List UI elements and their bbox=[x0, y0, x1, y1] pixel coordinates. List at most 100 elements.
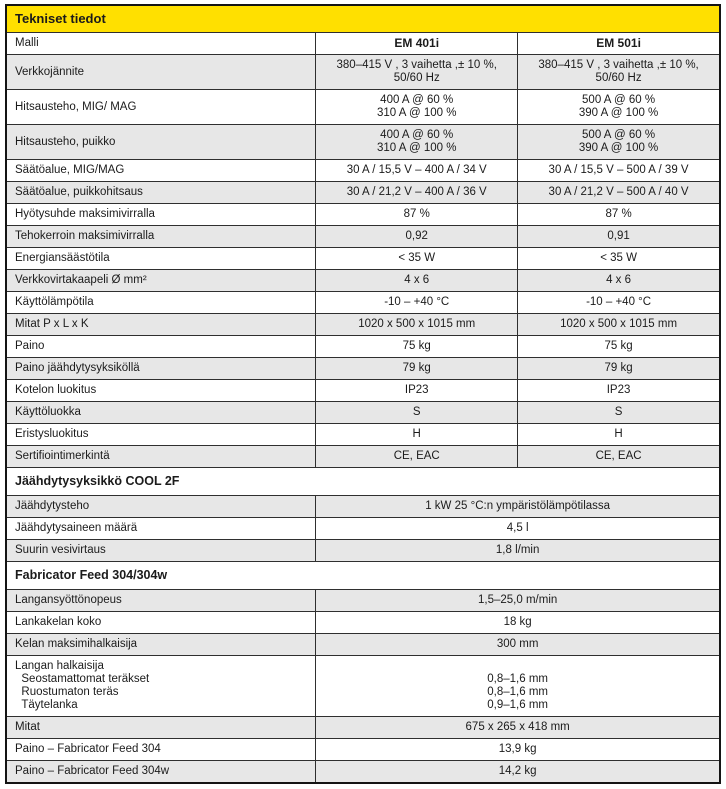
spec-value: 500 A @ 60 % 390 A @ 100 % bbox=[517, 90, 719, 124]
spec-row: Eristysluokitus H H bbox=[7, 423, 719, 445]
spec-row: Paino 75 kg 75 kg bbox=[7, 335, 719, 357]
spec-value: 87 % bbox=[315, 204, 517, 225]
spec-label: Mitat P x L x K bbox=[15, 318, 89, 330]
spec-value: S bbox=[517, 402, 719, 423]
spec-label: Kotelon luokitus bbox=[15, 384, 97, 396]
spec-value: 1 kW 25 °C:n ympäristölämpötilassa bbox=[315, 496, 719, 517]
spec-row: Säätöalue, MIG/MAG 30 A / 15,5 V – 400 A … bbox=[7, 159, 719, 181]
spec-value: 4,5 l bbox=[315, 518, 719, 539]
spec-label: Hyötysuhde maksimivirralla bbox=[15, 208, 155, 220]
spec-label: Käyttölämpötila bbox=[15, 296, 94, 308]
spec-value: 4 x 6 bbox=[315, 270, 517, 291]
spec-value: 79 kg bbox=[517, 358, 719, 379]
spec-value: S bbox=[315, 402, 517, 423]
spec-row: Jäähdytysteho 1 kW 25 °C:n ympäristölämpö… bbox=[7, 495, 719, 517]
spec-row: Mitat 675 x 265 x 418 mm bbox=[7, 716, 719, 738]
spec-row: Paino – Fabricator Feed 304 13,9 kg bbox=[7, 738, 719, 760]
spec-row: Hitsausteho, MIG/ MAG 400 A @ 60 % 310 A … bbox=[7, 89, 719, 124]
spec-value: 87 % bbox=[517, 204, 719, 225]
spec-label: Verkkojännite bbox=[15, 65, 85, 78]
spec-row: Jäähdytysaineen määrä 4,5 l bbox=[7, 517, 719, 539]
spec-row: Tehokerroin maksimivirralla 0,92 0,91 bbox=[7, 225, 719, 247]
spec-row: Hyötysuhde maksimivirralla 87 % 87 % bbox=[7, 203, 719, 225]
spec-value: < 35 W bbox=[315, 248, 517, 269]
spec-value: 1020 x 500 x 1015 mm bbox=[315, 314, 517, 335]
spec-label: Paino bbox=[15, 340, 45, 352]
spec-row: Paino – Fabricator Feed 304w 14,2 kg bbox=[7, 760, 719, 782]
spec-row: Energiansäästötila < 35 W < 35 W bbox=[7, 247, 719, 269]
spec-value: 1,8 l/min bbox=[315, 540, 719, 561]
spec-row: Paino jäähdytysyksiköllä 79 kg 79 kg bbox=[7, 357, 719, 379]
technical-data-table: Tekniset tiedot Malli EM 401i EM 501i Verkko… bbox=[5, 4, 721, 784]
spec-label: Suurin vesivirtaus bbox=[15, 544, 106, 556]
spec-label: Jäähdytysteho bbox=[15, 500, 90, 512]
section-header-text: Jäähdytysyksikkö COOL 2F bbox=[15, 474, 180, 488]
spec-value: H bbox=[517, 424, 719, 445]
spec-label: Kelan maksimihalkaisija bbox=[15, 638, 138, 650]
spec-value: 13,9 kg bbox=[315, 739, 719, 760]
spec-value: 30 A / 15,5 V – 500 A / 39 V bbox=[517, 160, 719, 181]
spec-label: Eristysluokitus bbox=[15, 428, 89, 440]
spec-label: Verkkovirtakaapeli Ø mm² bbox=[15, 274, 147, 286]
spec-row: Langansyöttönopeus 1,5–25,0 m/min bbox=[7, 589, 719, 611]
spec-value: 380–415 V , 3 vaihetta ,± 10 %, 50/60 Hz bbox=[315, 55, 517, 89]
spec-value: 79 kg bbox=[315, 358, 517, 379]
spec-value: 75 kg bbox=[517, 336, 719, 357]
spec-value: CE, EAC bbox=[517, 446, 719, 467]
spec-row: Lankakelan koko 18 kg bbox=[7, 611, 719, 633]
spec-row: Verkkojännite 380–415 V , 3 vaihetta ,± 1… bbox=[7, 54, 719, 89]
section-header: Fabricator Feed 304/304w bbox=[7, 561, 719, 589]
spec-label: Energiansäästötila bbox=[15, 252, 110, 264]
spec-label: Jäähdytysaineen määrä bbox=[15, 522, 138, 534]
spec-value: H bbox=[315, 424, 517, 445]
spec-value: < 35 W bbox=[517, 248, 719, 269]
section-header-text: Fabricator Feed 304/304w bbox=[15, 568, 168, 582]
spec-label: Mitat bbox=[15, 721, 40, 733]
table-title: Tekniset tiedot bbox=[7, 6, 719, 32]
spec-row: Suurin vesivirtaus 1,8 l/min bbox=[7, 539, 719, 561]
spec-value: 0,92 bbox=[315, 226, 517, 247]
spec-label: Lankakelan koko bbox=[15, 616, 102, 628]
spec-row: Hitsausteho, puikko 400 A @ 60 % 310 A @ … bbox=[7, 124, 719, 159]
section-header: Jäähdytysyksikkö COOL 2F bbox=[7, 467, 719, 495]
spec-value: 300 mm bbox=[315, 634, 719, 655]
spec-label: Säätöalue, puikkohitsaus bbox=[15, 186, 143, 198]
spec-value: 30 A / 21,2 V – 400 A / 36 V bbox=[315, 182, 517, 203]
spec-row: Kotelon luokitus IP23 IP23 bbox=[7, 379, 719, 401]
spec-value: 380–415 V , 3 vaihetta ,± 10 %, 50/60 Hz bbox=[517, 55, 719, 89]
spec-value: CE, EAC bbox=[315, 446, 517, 467]
spec-value: 14,2 kg bbox=[315, 761, 719, 782]
spec-value: -10 – +40 °C bbox=[315, 292, 517, 313]
spec-row: Käyttöluokka S S bbox=[7, 401, 719, 423]
spec-value: 75 kg bbox=[315, 336, 517, 357]
spec-row: Sertifiointimerkintä CE, EAC CE, EAC bbox=[7, 445, 719, 467]
spec-value: 1020 x 500 x 1015 mm bbox=[517, 314, 719, 335]
spec-label: Hitsausteho, puikko bbox=[15, 135, 116, 148]
spec-value: EM 401i bbox=[315, 33, 517, 54]
spec-value: 500 A @ 60 % 390 A @ 100 % bbox=[517, 125, 719, 159]
spec-row: Malli EM 401i EM 501i bbox=[7, 32, 719, 54]
spec-value: 400 A @ 60 % 310 A @ 100 % bbox=[315, 90, 517, 124]
spec-value: 4 x 6 bbox=[517, 270, 719, 291]
spec-value: IP23 bbox=[315, 380, 517, 401]
spec-label: Langan halkaisija Seostamattomat teräkse… bbox=[15, 660, 150, 711]
spec-value: 0,8–1,6 mm 0,8–1,6 mm 0,9–1,6 mm bbox=[315, 656, 719, 716]
spec-row: Käyttölämpötila -10 – +40 °C -10 – +40 °C bbox=[7, 291, 719, 313]
spec-row: Mitat P x L x K 1020 x 500 x 1015 mm 1020 … bbox=[7, 313, 719, 335]
spec-label: Tehokerroin maksimivirralla bbox=[15, 230, 155, 242]
spec-label: Säätöalue, MIG/MAG bbox=[15, 164, 125, 176]
spec-label: Langansyöttönopeus bbox=[15, 594, 122, 606]
spec-value: 30 A / 21,2 V – 500 A / 40 V bbox=[517, 182, 719, 203]
spec-value: -10 – +40 °C bbox=[517, 292, 719, 313]
spec-value: 0,91 bbox=[517, 226, 719, 247]
spec-label: Sertifiointimerkintä bbox=[15, 450, 110, 462]
spec-label: Malli bbox=[15, 37, 39, 49]
spec-value: IP23 bbox=[517, 380, 719, 401]
spec-value: 400 A @ 60 % 310 A @ 100 % bbox=[315, 125, 517, 159]
table-title-text: Tekniset tiedot bbox=[15, 11, 106, 26]
spec-row: Kelan maksimihalkaisija 300 mm bbox=[7, 633, 719, 655]
spec-label: Hitsausteho, MIG/ MAG bbox=[15, 100, 137, 113]
spec-label: Paino – Fabricator Feed 304 bbox=[15, 743, 161, 755]
